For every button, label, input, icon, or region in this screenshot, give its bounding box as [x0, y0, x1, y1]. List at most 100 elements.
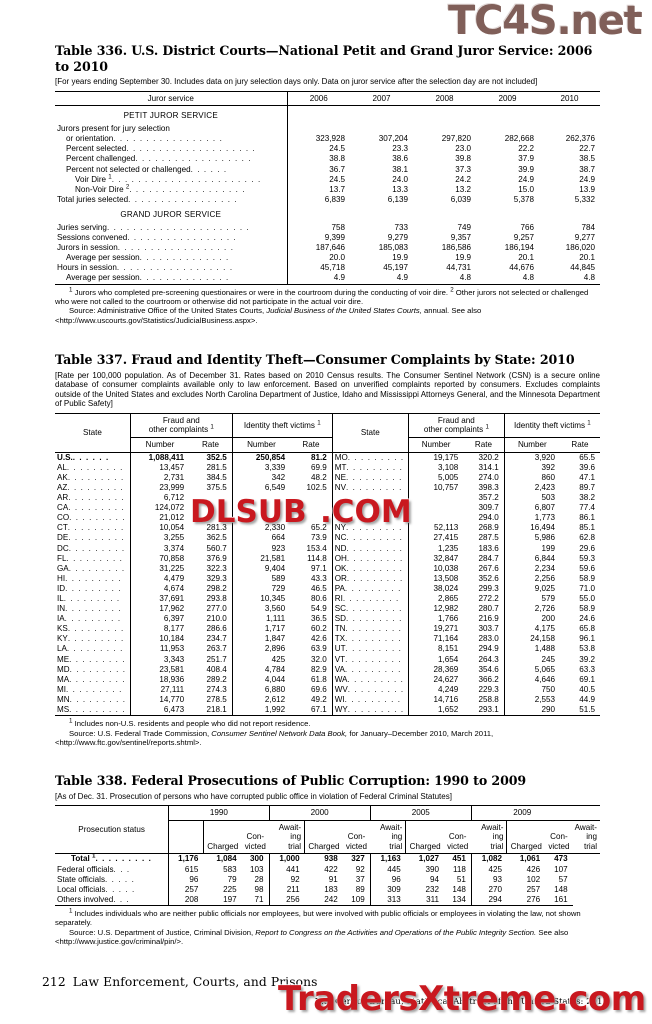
fraud-rate-right: 294.9	[463, 644, 505, 655]
value-cell: 733	[394, 222, 408, 232]
value-cell: 197	[203, 894, 242, 906]
state-label-left: MI. . . . . . . . .	[55, 684, 131, 695]
value-cell: 257	[184, 884, 199, 894]
fraud-rate-right: 294.0	[463, 513, 505, 524]
value-cell: 749	[457, 222, 471, 232]
idtheft-rate-left	[290, 503, 333, 514]
table-337-row: GA. . . . . . . . . 31,225 322.3 9,404 97.1 O…	[55, 563, 600, 574]
fraud-number-left: 3,374	[163, 543, 185, 553]
fraud-number-right: 1,235	[437, 543, 459, 553]
value-cell: 327	[342, 853, 371, 865]
fraud-number-right	[409, 513, 464, 523]
state-label-left: AK. . . . . . . . .	[55, 472, 131, 483]
state-label-right: MT. . . . . . . . .	[332, 462, 410, 473]
table-336-row: Sessions convened. . . . . . . . . . . .…	[55, 233, 600, 244]
value-cell: 44,676	[509, 263, 534, 273]
idtheft-rate-right: 65.5	[579, 452, 595, 462]
idtheft-rate-right: 62.8	[579, 533, 595, 543]
row-label: Hours in session. . . . . . . . . . . . …	[55, 263, 288, 274]
fraud-rate-left: 277.0	[189, 604, 233, 615]
table-337-row: IL. . . . . . . . . 37,691 293.8 10,345 80.6…	[55, 593, 600, 605]
state-label-right: ND. . . . . . . . .	[332, 543, 410, 554]
idtheft-rate-left: 102.5	[290, 482, 333, 494]
col-header-2009: 2009	[513, 808, 532, 818]
state-label-left: AR. . . . . . . . .	[55, 493, 131, 504]
idtheft-number-right: 245	[541, 654, 555, 664]
col-header-juror-service: Juror service	[55, 91, 288, 106]
row-label: Average per session. . . . . . . . . . .…	[55, 273, 288, 285]
state-label-right: OH. . . . . . . . .	[332, 553, 410, 564]
col-header-fraud-left: Fraud and other complaints 1	[130, 413, 233, 438]
fraud-rate-right: 229.3	[463, 684, 505, 695]
value-cell: 79	[227, 874, 237, 884]
table-337-row: CT. . . . . . . . . 10,054 281.3 2,330 65.2 N…	[55, 523, 600, 534]
fraud-number-left: 23,581	[159, 664, 185, 674]
idtheft-number-right: 750	[541, 684, 555, 694]
idtheft-number-left: 6,880	[264, 684, 286, 694]
state-label-right: RI. . . . . . . . .	[332, 593, 410, 605]
value-cell: 242	[304, 894, 343, 906]
idtheft-rate-right: 55.0	[579, 593, 595, 603]
fraud-number-right: 1,652	[408, 705, 464, 717]
fraud-rate-left: 352.5	[189, 452, 233, 463]
fraud-number-left: 11,953	[160, 644, 185, 654]
value-cell: 225	[223, 884, 237, 894]
subheader-rate: Rate	[189, 437, 233, 453]
fraud-rate-right: 183.6	[463, 543, 505, 554]
table-336-section-grand: GRAND JUROR SERVICE	[55, 204, 600, 223]
value-cell: 96	[189, 874, 199, 884]
subheader-number: Number	[517, 440, 547, 450]
fraud-number-right: 52,113	[434, 523, 459, 533]
idtheft-rate-right: 59.6	[579, 563, 595, 573]
table-337-source-label: Source:	[69, 728, 96, 738]
state-label-left: FL. . . . . . . . .	[55, 553, 131, 564]
idtheft-number-left: 4,784	[264, 664, 286, 674]
table-338-source-italic: Report to Congress on the Activities and…	[255, 927, 537, 937]
value-cell: 44,845	[570, 263, 595, 273]
fraud-number-left: 4,674	[163, 583, 185, 593]
idtheft-rate-left: 42.6	[290, 634, 333, 645]
col-header-state-left: State	[55, 413, 131, 453]
state-label-right: OK. . . . . . . . .	[332, 563, 410, 574]
fraud-rate-left	[189, 503, 233, 514]
fraud-number-right: 12,982	[433, 604, 459, 614]
idtheft-rate-left: 49.2	[290, 694, 333, 705]
state-label-left: MS. . . . . . . . .	[55, 705, 131, 717]
fraud-number-left: 70,858	[159, 553, 185, 563]
fraud-number-right: 28,369	[433, 664, 459, 674]
idtheft-number-right: 2,234	[534, 563, 555, 573]
fraud-rate-right: 303.7	[463, 624, 505, 635]
fraud-number-left: 27,111	[160, 684, 185, 694]
value-cell: 148	[443, 884, 472, 895]
value-cell: 148	[554, 884, 568, 894]
fraud-number-left: 18,936	[159, 674, 185, 684]
value-cell: 311	[405, 894, 444, 906]
fraud-number-left: 6,397	[163, 614, 185, 624]
value-cell: 425	[488, 864, 502, 874]
fraud-number-right	[409, 503, 464, 513]
value-cell: 38.5	[579, 154, 595, 164]
value-cell: 422	[324, 864, 338, 874]
table-337-block: Table 337. Fraud and Identity Theft—Cons…	[55, 352, 600, 747]
fraud-number-left: 10,054	[159, 523, 185, 533]
table-337-row: MA. . . . . . . . . 18,936 289.2 4,044 61.8 W…	[55, 674, 600, 685]
value-cell: 38.7	[579, 164, 595, 174]
idtheft-rate-right: 63.3	[579, 664, 595, 674]
fraud-rate-left: 560.7	[189, 543, 233, 554]
subheader-number: Number	[145, 440, 175, 450]
table-338: Prosecution status 1990 2000 2005 2009 C…	[55, 805, 600, 906]
idtheft-rate-right: 86.1	[579, 513, 595, 523]
fraud-number-right: 10,038	[433, 563, 459, 573]
subheader-charged: Charged	[207, 841, 239, 851]
table-338-row: Others involved. . . 208 197 71 256 242 109 313…	[55, 894, 600, 906]
state-label-right	[332, 493, 410, 504]
idtheft-rate-left: 48.2	[290, 472, 333, 483]
idtheft-number-left: 4,044	[264, 674, 286, 684]
state-label-right	[332, 503, 410, 514]
fraud-number-right: 8,151	[437, 644, 459, 654]
value-cell: 23.3	[392, 144, 408, 154]
fraud-number-right: 27,415	[433, 533, 459, 543]
table-336-row: Average per session. . . . . . . . . . .…	[55, 273, 600, 285]
idtheft-rate-right: 58.9	[579, 573, 595, 583]
